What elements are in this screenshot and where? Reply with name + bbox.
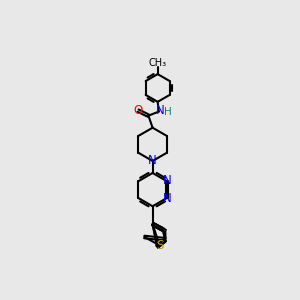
Text: N: N [148,154,157,167]
Text: O: O [133,104,142,117]
Text: N: N [163,174,172,187]
Text: CH₃: CH₃ [148,58,167,68]
Text: N: N [155,104,164,117]
Text: S: S [156,239,164,253]
Text: H: H [164,107,172,118]
Text: N: N [163,192,172,205]
